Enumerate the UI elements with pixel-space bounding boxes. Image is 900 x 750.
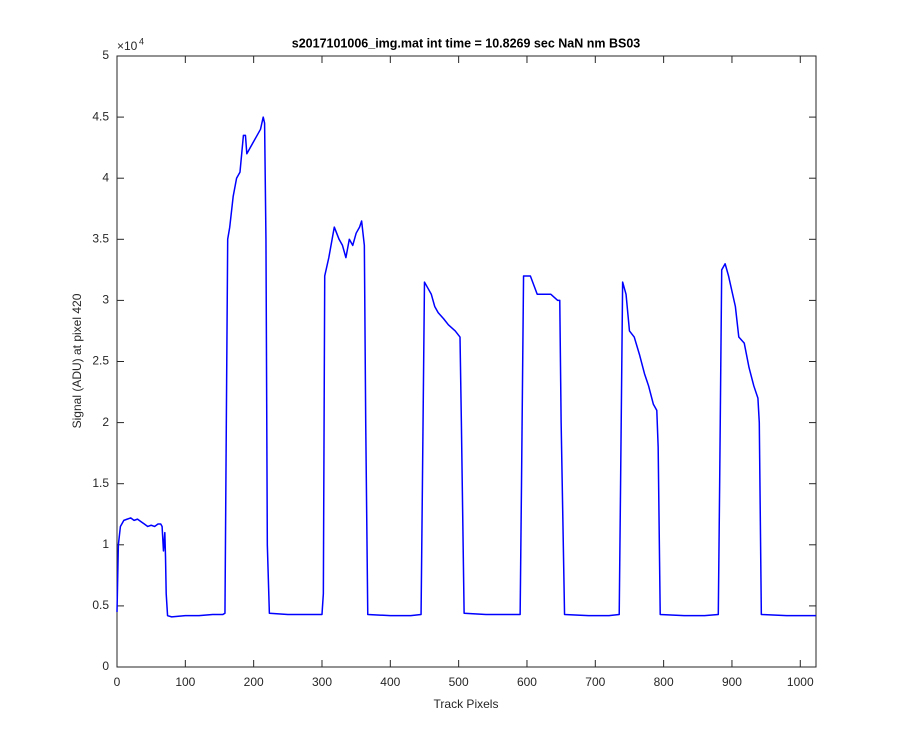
x-tick-label: 300	[312, 675, 332, 689]
y-tick-label: 2.5	[92, 354, 109, 368]
axes-box	[116, 55, 817, 668]
y-tick-label: 0	[102, 659, 109, 673]
x-tick-label: 200	[244, 675, 264, 689]
y-multiplier: ×10	[117, 39, 138, 53]
y-tick-label: 4	[102, 170, 109, 184]
chart-title: s2017101006_img.mat int time = 10.8269 s…	[292, 36, 641, 50]
y-tick-label: 3	[102, 293, 109, 307]
x-tick-label: 100	[175, 675, 195, 689]
y-tick-label: 5	[102, 48, 109, 62]
y-tick-label: 4.5	[92, 109, 109, 123]
x-tick-label: 500	[449, 675, 469, 689]
x-axis-label: Track Pixels	[434, 697, 499, 711]
y-tick-label: 1	[102, 537, 109, 551]
y-tick-label: 0.5	[92, 598, 109, 612]
x-tick-label: 900	[722, 675, 742, 689]
x-tick-label: 700	[585, 675, 605, 689]
y-tick-label: 3.5	[92, 231, 109, 245]
x-tick-label: 400	[380, 675, 400, 689]
x-tick-label: 0	[114, 675, 121, 689]
x-tick-label: 800	[654, 675, 674, 689]
x-tick-label: 600	[517, 675, 537, 689]
y-tick-label: 2	[102, 415, 109, 429]
data-line	[116, 116, 816, 618]
y-tick-label: 1.5	[92, 476, 109, 490]
y-axis-label: Signal (ADU) at pixel 420	[70, 293, 84, 428]
x-tick-label: 1000	[787, 675, 814, 689]
y-multiplier-exponent: 4	[139, 36, 144, 46]
